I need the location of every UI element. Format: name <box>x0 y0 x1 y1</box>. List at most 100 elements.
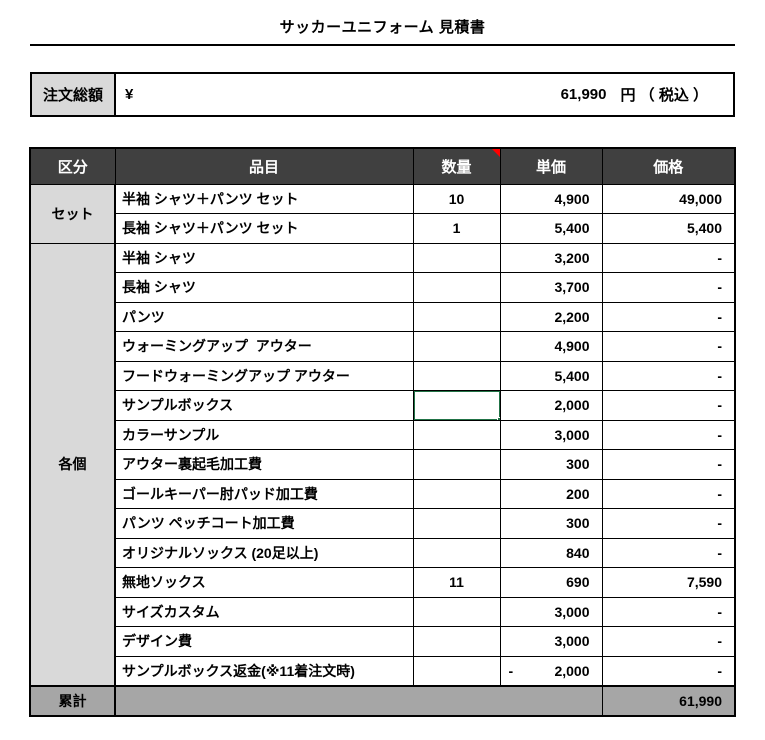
item-cell[interactable]: 長袖 シャツ <box>114 272 414 303</box>
group-cell-set[interactable]: セット <box>29 183 116 244</box>
unit-price-cell[interactable]: 2,200 <box>499 301 603 332</box>
qty-cell[interactable] <box>412 331 501 362</box>
table-row: サンプルボックス 2,000 - <box>30 390 736 421</box>
total-value[interactable]: 61,990 <box>601 684 736 716</box>
item-cell[interactable]: 長袖 シャツ＋パンツ セット <box>114 213 414 244</box>
qty-cell[interactable] <box>412 272 501 303</box>
item-cell[interactable]: 半袖 シャツ <box>114 242 414 273</box>
qty-cell[interactable] <box>412 655 501 686</box>
order-total-amount: 61,990 <box>560 86 607 103</box>
title-underline <box>30 44 735 46</box>
table-row: パンツ 2,200 - <box>30 301 736 332</box>
order-total-amount-wrap: 61,990 円 （ 税込 ） <box>561 84 708 105</box>
unit-price-cell[interactable]: 200 <box>499 478 603 509</box>
qty-cell[interactable] <box>412 537 501 568</box>
price-cell[interactable]: - <box>601 419 736 450</box>
qty-cell[interactable] <box>412 360 501 391</box>
spreadsheet-selected-cell[interactable] <box>412 390 501 421</box>
table-row: 長袖 シャツ＋パンツ セット 1 5,400 5,400 <box>30 213 736 244</box>
negative-amount: - 2,000 <box>509 663 590 679</box>
unit-price-cell[interactable]: 4,900 <box>499 183 603 214</box>
price-cell[interactable]: - <box>601 390 736 421</box>
item-cell[interactable]: サンプルボックス返金(※11着注文時) <box>114 655 414 686</box>
minus-sign: - <box>508 662 514 679</box>
unit-price-cell[interactable]: 3,700 <box>499 272 603 303</box>
order-total-suffix: 円 （ 税込 ） <box>620 87 708 104</box>
qty-cell[interactable] <box>412 301 501 332</box>
item-cell[interactable]: サンプルボックス <box>114 390 414 421</box>
table-row: 各個 半袖 シャツ 3,200 - <box>29 242 736 686</box>
unit-price-cell[interactable]: 840 <box>499 537 603 568</box>
total-spacer[interactable] <box>114 684 603 716</box>
qty-cell[interactable] <box>412 508 501 539</box>
unit-price-cell[interactable]: 3,200 <box>499 242 603 273</box>
qty-cell[interactable] <box>412 419 501 450</box>
item-cell[interactable]: オリジナルソックス (20足以上) <box>114 537 414 568</box>
item-cell[interactable]: サイズカスタム <box>114 596 414 627</box>
item-cell[interactable]: パンツ ペッチコート加工費 <box>114 508 414 539</box>
price-cell[interactable]: - <box>601 537 736 568</box>
header-item[interactable]: 品目 <box>114 147 414 185</box>
qty-cell[interactable] <box>412 478 501 509</box>
unit-price-cell[interactable]: - 2,000 <box>499 655 603 686</box>
qty-cell[interactable]: 1 <box>412 213 501 244</box>
fill-handle[interactable] <box>496 416 499 420</box>
table-row: サイズカスタム 3,000 - <box>30 596 736 627</box>
price-cell[interactable]: - <box>601 596 736 627</box>
item-cell[interactable]: 半袖 シャツ＋パンツ セット <box>114 183 414 214</box>
item-cell[interactable]: ウォーミングアップ アウター <box>114 331 414 362</box>
item-cell[interactable]: カラーサンプル <box>114 419 414 450</box>
header-category[interactable]: 区分 <box>29 147 116 185</box>
price-cell[interactable]: - <box>601 242 736 273</box>
price-cell[interactable]: - <box>601 301 736 332</box>
price-cell[interactable]: - <box>601 272 736 303</box>
total-row: 累計 61,990 <box>29 684 736 716</box>
price-cell[interactable]: - <box>601 478 736 509</box>
order-total-value-cell[interactable]: ¥ 61,990 円 （ 税込 ） <box>116 74 733 115</box>
price-cell[interactable]: - <box>601 449 736 480</box>
price-cell[interactable]: - <box>601 626 736 657</box>
price-cell[interactable]: - <box>601 360 736 391</box>
qty-cell[interactable]: 10 <box>412 183 501 214</box>
price-cell[interactable]: - <box>601 331 736 362</box>
table-row: パンツ ペッチコート加工費 300 - <box>30 508 736 539</box>
header-qty[interactable]: 数量 <box>412 147 501 185</box>
item-cell[interactable]: フードウォーミングアップ アウター <box>114 360 414 391</box>
qty-cell[interactable]: 11 <box>412 567 501 598</box>
unit-price-cell[interactable]: 3,000 <box>499 626 603 657</box>
price-cell[interactable]: - <box>601 508 736 539</box>
item-cell[interactable]: アウター裏起毛加工費 <box>114 449 414 480</box>
qty-cell[interactable] <box>412 596 501 627</box>
price-cell[interactable]: 5,400 <box>601 213 736 244</box>
header-unit-price[interactable]: 単価 <box>499 147 603 185</box>
total-label[interactable]: 累計 <box>29 684 116 716</box>
unit-price-cell[interactable]: 5,400 <box>499 213 603 244</box>
price-cell[interactable]: 49,000 <box>601 183 736 214</box>
header-row: 区分 品目 数量 単価 価格 <box>29 147 736 185</box>
price-cell[interactable]: 7,590 <box>601 567 736 598</box>
unit-price-cell[interactable]: 5,400 <box>499 360 603 391</box>
item-cell[interactable]: パンツ <box>114 301 414 332</box>
currency-symbol: ¥ <box>125 86 134 103</box>
header-price[interactable]: 価格 <box>601 147 736 185</box>
table-row: ゴールキーパー肘パッド加工費 200 - <box>30 478 736 509</box>
unit-price-cell[interactable]: 690 <box>499 567 603 598</box>
table-row: サンプルボックス返金(※11着注文時) - 2,000 - <box>30 655 736 686</box>
order-total-box: 注文総額 ¥ 61,990 円 （ 税込 ） <box>30 72 735 117</box>
group-cell-individual[interactable]: 各個 <box>29 242 116 686</box>
price-cell[interactable]: - <box>601 655 736 686</box>
qty-cell[interactable] <box>412 449 501 480</box>
item-cell[interactable]: ゴールキーパー肘パッド加工費 <box>114 478 414 509</box>
unit-price-cell[interactable]: 3,000 <box>499 419 603 450</box>
qty-cell[interactable] <box>412 626 501 657</box>
table-row: 長袖 シャツ 3,700 - <box>30 272 736 303</box>
qty-cell[interactable] <box>412 242 501 273</box>
unit-price-cell[interactable]: 300 <box>499 508 603 539</box>
unit-price-cell[interactable]: 2,000 <box>499 390 603 421</box>
item-cell[interactable]: 無地ソックス <box>114 567 414 598</box>
unit-price-cell[interactable]: 4,900 <box>499 331 603 362</box>
unit-price-cell[interactable]: 3,000 <box>499 596 603 627</box>
unit-price-cell[interactable]: 300 <box>499 449 603 480</box>
item-cell[interactable]: デザイン費 <box>114 626 414 657</box>
